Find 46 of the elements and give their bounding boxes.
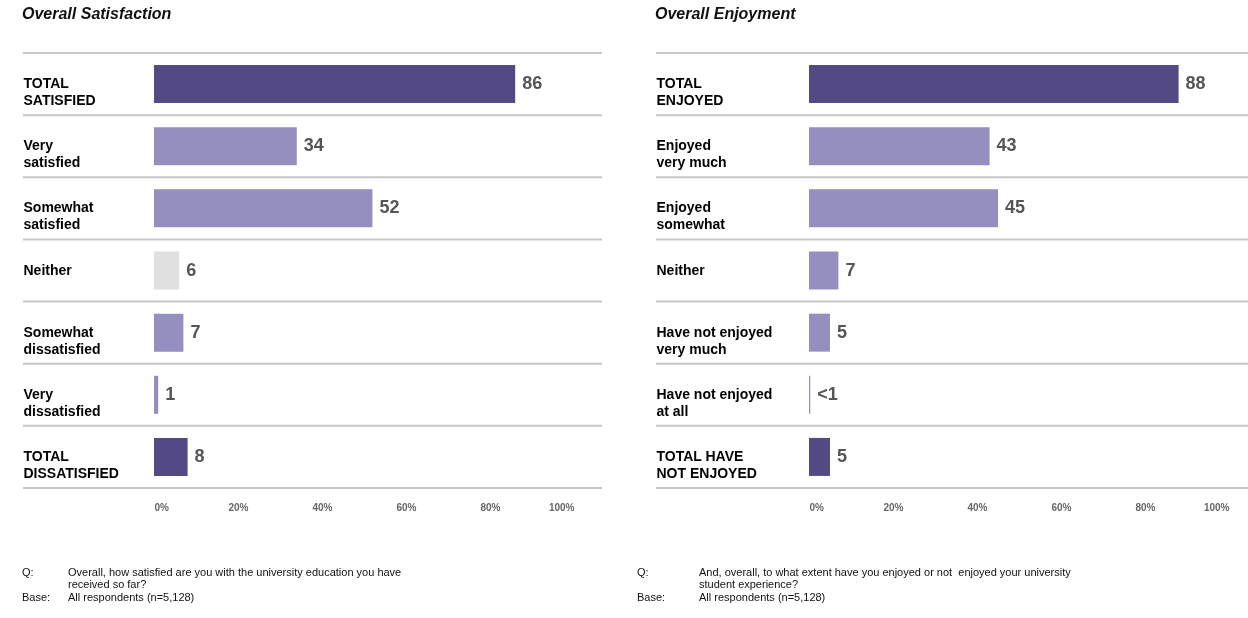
data-label: 88: [1185, 73, 1206, 94]
y-tick-label: TOTAL SATISFIED: [23, 75, 96, 109]
x-tick-label: 60%: [396, 501, 417, 513]
y-tick-label: Very dissatisfied: [23, 385, 101, 419]
data-label: 34: [303, 135, 324, 156]
y-tick-label: Somewhat dissatisfied: [23, 323, 101, 357]
y-tick-label: Enjoyed somewhat: [656, 199, 726, 233]
y-tick-label: TOTAL DISSATISFIED: [23, 447, 119, 481]
x-tick-label: 0%: [809, 501, 825, 513]
y-tick-label: Very satisfied: [23, 137, 81, 171]
y-tick-label: TOTAL ENJOYED: [656, 75, 724, 109]
x-tick-label: 100%: [1203, 501, 1230, 513]
data-label: <1: [817, 383, 838, 404]
y-tick-label: Neither: [23, 261, 73, 278]
x-tick-label: 20%: [228, 501, 249, 513]
data-label: 6: [186, 259, 197, 280]
data-label: 1: [165, 383, 176, 404]
text: Base: All respondents (n=5,128): [22, 591, 195, 603]
text: Q: And, overall, to what extent have you enjoyed or not enjoyed your university student experience?: [637, 566, 1071, 590]
data-label: 8: [194, 445, 205, 466]
y-tick-label: Have not enjoyed at all: [656, 385, 773, 419]
y-tick-label: Have not enjoyed very much: [656, 323, 773, 357]
chart-title: Overall Satisfaction: [22, 5, 172, 22]
x-tick-label: 80%: [480, 501, 501, 513]
x-tick-label: 80%: [1135, 501, 1156, 513]
x-tick-label: 60%: [1051, 501, 1072, 513]
data-label: 5: [837, 321, 848, 342]
data-label: 43: [996, 135, 1017, 156]
data-label: 7: [190, 321, 201, 342]
y-tick-label: TOTAL HAVE NOT ENJOYED: [656, 447, 757, 481]
x-tick-label: 100%: [548, 501, 575, 513]
x-tick-label: 40%: [967, 501, 988, 513]
data-label: 5: [837, 445, 848, 466]
data-label: 7: [845, 259, 856, 280]
y-tick-label: Somewhat satisfied: [23, 199, 94, 233]
x-tick-label: 0%: [154, 501, 170, 513]
x-tick-label: 20%: [883, 501, 904, 513]
data-label: 52: [379, 197, 400, 218]
y-tick-label: Neither: [656, 261, 706, 278]
text: Q: Overall, how satisfied are you with the university education you have received so far?: [22, 566, 402, 590]
y-tick-label: Enjoyed very much: [656, 137, 727, 171]
data-label: 45: [1005, 197, 1026, 218]
chart-title: Overall Enjoyment: [655, 5, 797, 22]
x-tick-label: 40%: [312, 501, 333, 513]
data-label: 86: [522, 73, 543, 94]
text: Base: All respondents (n=5,128): [637, 591, 826, 603]
